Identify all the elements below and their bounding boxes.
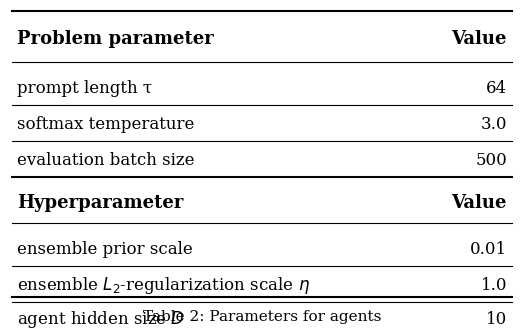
- Text: Problem parameter: Problem parameter: [17, 30, 214, 48]
- Text: Table 2: Parameters for agents: Table 2: Parameters for agents: [143, 310, 381, 324]
- Text: prompt length τ: prompt length τ: [17, 80, 152, 97]
- Text: 1.0: 1.0: [481, 277, 507, 294]
- Text: agent hidden size $D$: agent hidden size $D$: [17, 310, 185, 330]
- Text: 10: 10: [486, 312, 507, 328]
- Text: softmax temperature: softmax temperature: [17, 116, 194, 133]
- Text: ensemble prior scale: ensemble prior scale: [17, 241, 193, 258]
- Text: ensemble $L_2$-regularization scale $\eta$: ensemble $L_2$-regularization scale $\et…: [17, 275, 310, 296]
- Text: Value: Value: [452, 194, 507, 212]
- Text: 3.0: 3.0: [481, 116, 507, 133]
- Text: 500: 500: [475, 152, 507, 169]
- Text: 64: 64: [486, 80, 507, 97]
- Text: 0.01: 0.01: [470, 241, 507, 258]
- Text: Hyperparameter: Hyperparameter: [17, 194, 183, 212]
- Text: evaluation batch size: evaluation batch size: [17, 152, 194, 169]
- Text: Value: Value: [452, 30, 507, 48]
